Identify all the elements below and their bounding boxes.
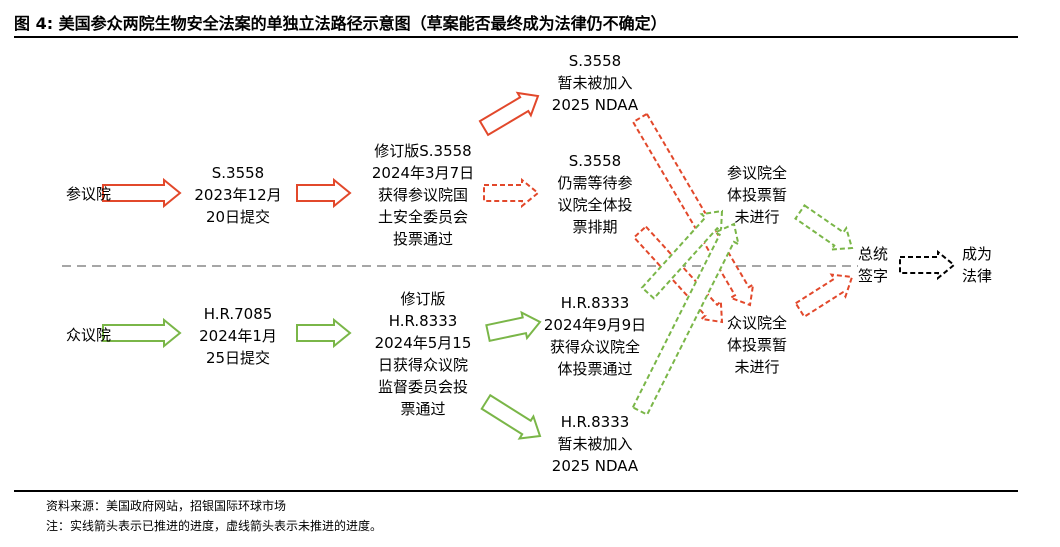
- line: 2025 NDAA: [551, 457, 639, 475]
- house-cross-passed: [640, 209, 724, 300]
- house-arrow-sign: [794, 273, 854, 319]
- house-floor-vote-box: 众议院全 体投票暂 未进行: [712, 312, 802, 378]
- line: 体投票暂: [726, 336, 787, 354]
- line: 日获得众议院: [377, 356, 468, 374]
- house-label: 众议院: [66, 326, 112, 344]
- line: 2025 NDAA: [551, 96, 639, 114]
- line: S.3558: [211, 164, 265, 182]
- line: 仍需等待参: [557, 174, 633, 192]
- senate-arrow-wait: [483, 177, 540, 209]
- figure-title: 图 4: 美国参众两院生物安全法案的单独立法路径示意图（草案能否最终成为法律仍不…: [14, 14, 667, 33]
- line: 众议院全: [726, 314, 787, 332]
- line: 体投票通过: [557, 360, 633, 378]
- line: 获得众议院全: [549, 338, 640, 356]
- line: 获得参议院国: [377, 186, 468, 204]
- line: H.R.7085: [203, 305, 273, 323]
- line: 总统: [857, 245, 888, 263]
- line: 2023年12月: [194, 186, 282, 204]
- top-rule: [14, 36, 1018, 38]
- senate-arrow-2: [296, 177, 352, 209]
- house-arrow-ndaa: [480, 393, 542, 440]
- senate-floor-vote-box: 参议院全 体投票暂 未进行: [712, 162, 802, 228]
- line: 暂未被加入: [557, 74, 633, 92]
- line: 监督委员会投: [377, 378, 468, 396]
- line: 2024年5月15: [374, 334, 472, 352]
- house-arrow-1: [102, 317, 182, 349]
- house-ndaa-box: H.R.8333 暂未被加入 2025 NDAA: [530, 411, 660, 477]
- senate-ndaa-box: S.3558 暂未被加入 2025 NDAA: [530, 50, 660, 116]
- line: 2024年3月7日: [371, 164, 475, 182]
- house-cross-ndaa: [631, 222, 740, 416]
- line: 暂未被加入: [557, 435, 633, 453]
- line: 20日提交: [205, 208, 271, 226]
- line: 投票通过: [392, 230, 453, 248]
- house-step1-box: H.R.7085 2024年1月 25日提交: [178, 303, 298, 369]
- footer-note: 注：实线箭头表示已推进的进度，虚线箭头表示未推进的进度。: [46, 519, 383, 533]
- senate-arrow-sign: [794, 204, 854, 251]
- line: 未进行: [734, 208, 780, 226]
- line: H.R.8333: [560, 294, 630, 312]
- become-law-box: 成为 法律: [952, 243, 1002, 287]
- line: H.R.8333: [560, 413, 630, 431]
- senate-step2-box: 修订版S.3558 2024年3月7日 获得参议院国 土安全委员会 投票通过: [348, 140, 498, 250]
- line: 2024年9月9日: [543, 316, 647, 334]
- line: 体投票暂: [726, 186, 787, 204]
- line: 票通过: [400, 400, 446, 418]
- line: 修订版: [400, 290, 446, 308]
- line: 议院全体投: [557, 196, 633, 214]
- line: S.3558: [568, 52, 622, 70]
- senate-arrow-ndaa: [478, 91, 540, 137]
- senate-step1-box: S.3558 2023年12月 20日提交: [178, 162, 298, 228]
- line: 参议院全: [726, 164, 787, 182]
- line: 2024年1月: [199, 327, 277, 345]
- line: 成为: [961, 245, 992, 263]
- line: 25日提交: [205, 349, 271, 367]
- line: 票排期: [572, 218, 618, 236]
- line: 法律: [961, 267, 992, 285]
- house-arrow-2: [296, 317, 352, 349]
- line: 签字: [857, 267, 888, 285]
- line: 未进行: [734, 358, 780, 376]
- senate-label: 参议院: [66, 185, 112, 203]
- line: H.R.8333: [388, 312, 458, 330]
- house-arrow-passed: [485, 310, 542, 343]
- final-arrow-law: [899, 249, 956, 281]
- senate-arrow-1: [102, 177, 182, 209]
- house-passed-box: H.R.8333 2024年9月9日 获得众议院全 体投票通过: [530, 292, 660, 380]
- line: S.3558: [568, 152, 622, 170]
- footer-source: 资料来源：美国政府网站，招银国际环球市场: [46, 499, 287, 513]
- line: 土安全委员会: [377, 208, 468, 226]
- president-sign-box: 总统 签字: [848, 243, 898, 287]
- line: 修订版S.3558: [374, 142, 472, 160]
- bottom-rule: [14, 490, 1018, 492]
- senate-wait-box: S.3558 仍需等待参 议院全体投 票排期: [540, 150, 650, 238]
- house-step2-box: 修订版 H.R.8333 2024年5月15 日获得众议院 监督委员会投 票通过: [348, 288, 498, 420]
